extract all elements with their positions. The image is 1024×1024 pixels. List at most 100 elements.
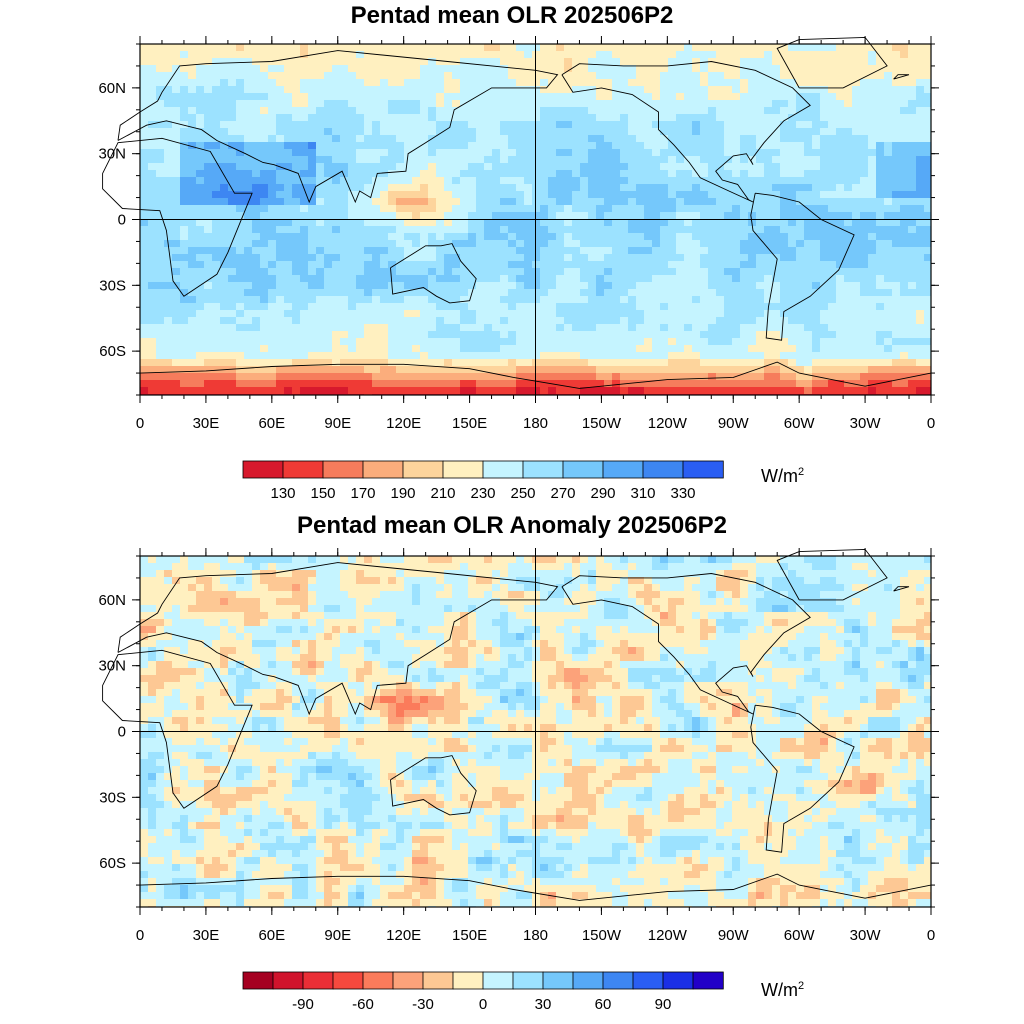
colorbar-label: 290 bbox=[590, 485, 615, 502]
colorbar-box bbox=[242, 971, 274, 990]
lon-label: 150E bbox=[452, 415, 487, 432]
map-panel-1: 60N 30N 0 30S 60S 0 30E 60E 90E 120E 150E 180 150W 12… bbox=[98, 36, 939, 502]
lat-label: 60N bbox=[98, 592, 126, 609]
lon-label: 30E bbox=[193, 927, 220, 944]
colorbar-unit-olr: W/m2 bbox=[761, 466, 805, 486]
lon-label: 120E bbox=[386, 415, 421, 432]
lat-label: 60N bbox=[98, 80, 126, 97]
colorbar-box bbox=[422, 971, 454, 990]
lon-label: 30W bbox=[850, 415, 882, 432]
colorbar-box bbox=[642, 460, 684, 479]
colorbar-box bbox=[332, 971, 364, 990]
lon-label: 60W bbox=[784, 927, 816, 944]
coastline bbox=[750, 704, 855, 853]
colorbar-box bbox=[402, 460, 444, 479]
colorbar-box bbox=[512, 971, 544, 990]
map-frame bbox=[139, 555, 932, 908]
colorbar-box bbox=[662, 971, 694, 990]
colorbar-box bbox=[282, 460, 324, 479]
coastline bbox=[750, 192, 855, 341]
map-frame bbox=[139, 43, 932, 396]
lon-label: 150W bbox=[582, 415, 622, 432]
colorbar-label: 30 bbox=[535, 996, 552, 1013]
colorbar-label: 310 bbox=[630, 485, 655, 502]
lon-label: 90W bbox=[718, 415, 750, 432]
colorbar-box bbox=[362, 971, 394, 990]
colorbar-box bbox=[692, 971, 724, 990]
colorbar-label: 210 bbox=[430, 485, 455, 502]
colorbar-label: 330 bbox=[670, 485, 695, 502]
lon-label: 90E bbox=[324, 415, 351, 432]
lat-label: 30N bbox=[98, 658, 126, 675]
lon-label: 180 bbox=[523, 415, 548, 432]
colorbar-box bbox=[522, 460, 564, 479]
colorbar-box bbox=[562, 460, 604, 479]
coastline bbox=[561, 61, 811, 203]
coastline bbox=[390, 243, 477, 304]
colorbar-label: 130 bbox=[270, 485, 295, 502]
colorbar-box bbox=[452, 971, 484, 990]
coastline bbox=[561, 573, 811, 715]
colorbar-label: -30 bbox=[412, 996, 434, 1013]
colorbar-label: 150 bbox=[310, 485, 335, 502]
colorbar-label: 170 bbox=[350, 485, 375, 502]
coastline bbox=[776, 548, 888, 601]
lon-label: 120E bbox=[386, 927, 421, 944]
coastline bbox=[139, 361, 932, 389]
colorbar-box bbox=[482, 971, 514, 990]
coastline bbox=[117, 562, 559, 716]
colorbar-box bbox=[572, 971, 604, 990]
lon-label: 0 bbox=[927, 927, 935, 944]
lon-label: 60E bbox=[258, 415, 285, 432]
colorbar-box bbox=[542, 971, 574, 990]
colorbar-label: 190 bbox=[390, 485, 415, 502]
lat-label: 30S bbox=[99, 277, 126, 294]
colorbar-box bbox=[322, 460, 364, 479]
map-panel-2: 60N 30N 0 30S 60S 0 30E 60E 90E 120E 150E 180 150W 12… bbox=[98, 548, 939, 1013]
colorbar-unit-anomaly: W/m2 bbox=[761, 980, 805, 1000]
colorbar-label: 60 bbox=[595, 996, 612, 1013]
coastline bbox=[102, 649, 253, 809]
lon-label: 0 bbox=[927, 415, 935, 432]
colorbar-label: 250 bbox=[510, 485, 535, 502]
colorbar-box bbox=[272, 971, 304, 990]
lon-label: 90W bbox=[718, 927, 750, 944]
coastline bbox=[390, 755, 477, 816]
lat-label: 0 bbox=[118, 724, 126, 741]
lon-label: 0 bbox=[136, 415, 144, 432]
lat-label: 60S bbox=[99, 855, 126, 872]
colorbar-label: -90 bbox=[292, 996, 314, 1013]
colorbar-box bbox=[442, 460, 484, 479]
lon-label: 0 bbox=[136, 927, 144, 944]
lon-label: 60E bbox=[258, 927, 285, 944]
colorbar-box bbox=[392, 971, 424, 990]
colorbar-box bbox=[302, 971, 334, 990]
lat-label: 30N bbox=[98, 146, 126, 163]
lat-label: 30S bbox=[99, 789, 126, 806]
colorbar-label: 230 bbox=[470, 485, 495, 502]
lon-label: 150W bbox=[582, 927, 622, 944]
coastline bbox=[102, 137, 253, 297]
coastline bbox=[139, 873, 932, 901]
colorbar-label: 270 bbox=[550, 485, 575, 502]
map-title-olr-anomaly: Pentad mean OLR Anomaly 202506P2 bbox=[297, 512, 727, 539]
lon-label: 30W bbox=[850, 927, 882, 944]
colorbar-label: 90 bbox=[655, 996, 672, 1013]
colorbar-box bbox=[682, 460, 724, 479]
lat-label: 0 bbox=[118, 212, 126, 229]
colorbar-box bbox=[632, 971, 664, 990]
lat-label: 60S bbox=[99, 343, 126, 360]
lon-label: 120W bbox=[648, 927, 688, 944]
coastline bbox=[117, 50, 559, 204]
map-title-olr: Pentad mean OLR 202506P2 bbox=[350, 2, 674, 29]
lon-label: 120W bbox=[648, 415, 688, 432]
colorbar-label: -60 bbox=[352, 996, 374, 1013]
lon-label: 180 bbox=[523, 927, 548, 944]
colorbar-label: 0 bbox=[479, 996, 487, 1013]
coastline bbox=[893, 586, 910, 592]
lon-label: 60W bbox=[784, 415, 816, 432]
lon-label: 30E bbox=[193, 415, 220, 432]
colorbar-box bbox=[242, 460, 284, 479]
coastline bbox=[776, 36, 888, 89]
colorbar-box bbox=[482, 460, 524, 479]
